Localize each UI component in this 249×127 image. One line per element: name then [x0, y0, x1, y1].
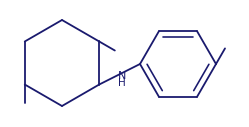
Text: N: N [118, 71, 126, 81]
Text: H: H [118, 78, 125, 88]
